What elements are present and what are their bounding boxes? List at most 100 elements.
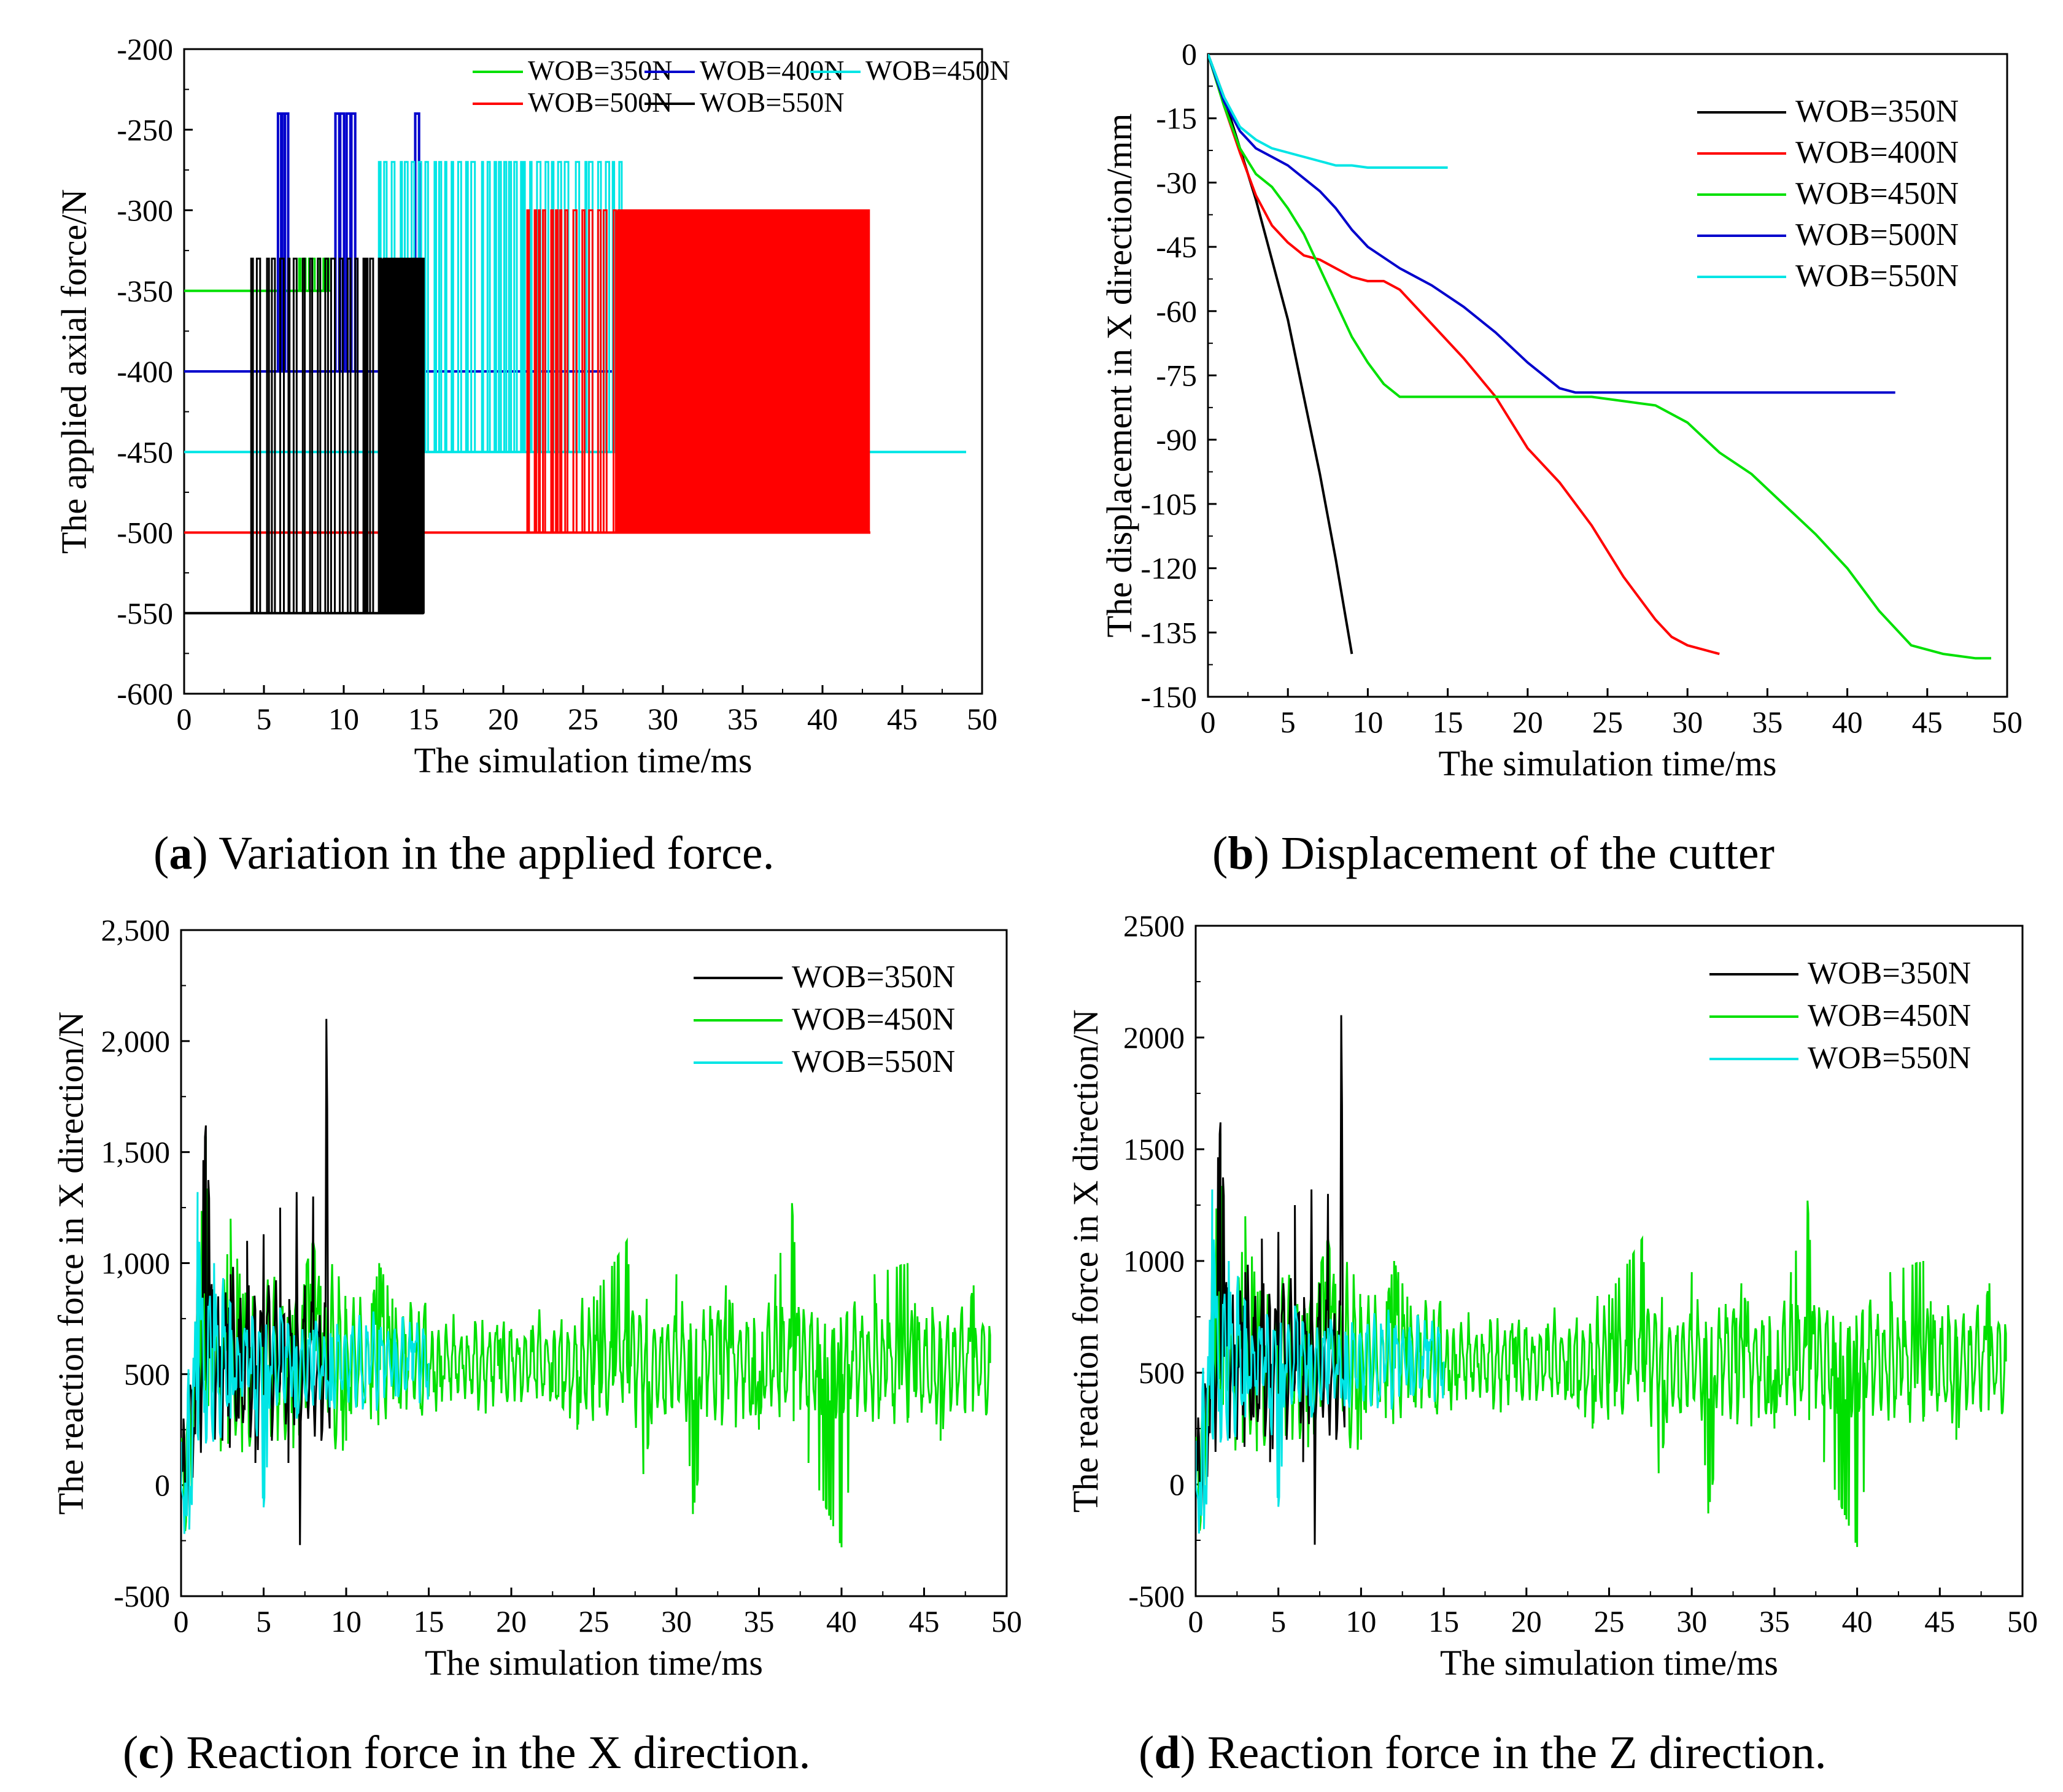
legend-label: WOB=350N <box>1795 94 1959 129</box>
x-tick-label: 20 <box>1511 1604 1542 1639</box>
y-tick-label: -500 <box>1128 1579 1185 1613</box>
y-tick-label: -30 <box>1156 165 1197 200</box>
y-tick-label: -200 <box>117 32 173 66</box>
plot-area <box>1196 1015 2007 1547</box>
x-tick-label: 5 <box>257 702 272 736</box>
legend-label: WOB=450N <box>1808 998 1971 1033</box>
y-tick-label: 1500 <box>1123 1132 1185 1166</box>
panel-caption: (c) Reaction force in the X direction. <box>123 1727 811 1778</box>
x-tick-label: 50 <box>1992 705 2022 739</box>
y-tick-label: 500 <box>1139 1356 1185 1390</box>
x-tick-label: 45 <box>1924 1604 1955 1639</box>
legend-label: WOB=550N <box>1795 258 1959 293</box>
y-tick-label: -45 <box>1156 230 1197 264</box>
x-tick-label: 25 <box>1592 705 1623 739</box>
caption-letter: a <box>169 828 192 879</box>
legend-label: WOB=450N <box>865 55 1010 86</box>
legend-label: WOB=550N <box>1808 1041 1971 1076</box>
x-axis-label: The simulation time/ms <box>425 1643 763 1683</box>
y-tick-label: -135 <box>1140 615 1197 650</box>
x-tick-label: 0 <box>174 1604 189 1639</box>
y-axis-label: The displacement in X direction/mm <box>1099 114 1139 638</box>
legend-label: WOB=450N <box>1795 176 1959 211</box>
x-tick-label: 30 <box>648 702 678 736</box>
x-tick-label: 0 <box>1188 1604 1204 1639</box>
caption-text: ) Variation in the applied force. <box>192 828 774 879</box>
x-tick-label: 50 <box>991 1604 1022 1639</box>
x-tick-label: 15 <box>1433 705 1463 739</box>
y-tick-label: 0 <box>1169 1467 1185 1502</box>
legend: WOB=350N WOB=400N WOB=450N WOB=500N WOB=550N <box>1697 94 1959 293</box>
x-tick-label: 0 <box>1201 705 1216 739</box>
series-wob-500n <box>184 209 870 534</box>
caption-letter: b <box>1228 828 1253 879</box>
x-axis-label: The simulation time/ms <box>1439 743 1777 783</box>
y-tick-label: -150 <box>1140 680 1197 714</box>
legend: WOB=350N WOB=450N WOB=550N <box>694 960 955 1079</box>
x-tick-label: 10 <box>331 1604 362 1639</box>
caption-letter: d <box>1154 1727 1180 1778</box>
series-dense-band <box>615 210 869 533</box>
y-tick-label: -120 <box>1140 551 1197 586</box>
x-tick-label: 30 <box>661 1604 692 1639</box>
caption-text: ) Displacement of the cutter <box>1254 828 1775 879</box>
legend-label: WOB=400N <box>1795 135 1959 170</box>
series-wob-350n <box>181 1018 331 1545</box>
legend-label: WOB=350N <box>792 960 955 995</box>
x-tick-label: 35 <box>727 702 758 736</box>
x-tick-label: 20 <box>488 702 519 736</box>
x-tick-label: 35 <box>744 1604 775 1639</box>
series-spike <box>283 112 290 371</box>
y-tick-label: -300 <box>117 193 173 228</box>
y-tick-label: -60 <box>1156 294 1197 328</box>
y-tick-label: -500 <box>117 516 173 550</box>
series-wob-550n <box>1208 54 1448 169</box>
x-tick-label: 25 <box>568 702 598 736</box>
x-tick-label: 10 <box>1345 1604 1376 1639</box>
legend-label: WOB=350N <box>528 55 672 86</box>
y-tick-label: 2500 <box>1123 909 1185 943</box>
y-axis-label: The applied axial force/N <box>54 189 94 554</box>
caption-paren: ( <box>123 1727 138 1778</box>
y-tick-label: 0 <box>1182 37 1197 71</box>
x-tick-label: 5 <box>1271 1604 1286 1639</box>
series-wob-500n <box>1208 54 1895 394</box>
legend-label: WOB=500N <box>528 87 672 118</box>
caption-text: ) Reaction force in the X direction. <box>159 1727 810 1778</box>
x-tick-label: 40 <box>1832 705 1863 739</box>
series-wob-350n <box>1208 54 1353 654</box>
x-tick-label: 10 <box>328 702 359 736</box>
panel-d-reaction-z: 0 5 10 15 20 25 30 35 40 45 50-5000500100015002000… <box>1066 909 2038 1778</box>
legend-label: WOB=350N <box>1808 956 1971 991</box>
y-tick-label: -450 <box>117 435 173 469</box>
legend: WOB=350N WOB=400N WOB=450N WOB=500N WOB=550N <box>473 55 1010 118</box>
x-axis-label: The simulation time/ms <box>1440 1643 1778 1683</box>
y-tick-label: -75 <box>1156 359 1197 393</box>
series-wob-450n <box>1196 1133 2007 1547</box>
series-spike <box>350 112 357 371</box>
x-tick-label: 15 <box>414 1604 444 1639</box>
plot-area <box>1208 54 1991 660</box>
x-tick-label: 40 <box>826 1604 857 1639</box>
x-tick-label: 35 <box>1759 1604 1790 1639</box>
x-tick-label: 30 <box>1676 1604 1707 1639</box>
x-tick-label: 50 <box>2007 1604 2038 1639</box>
series-wob-550n <box>184 257 425 615</box>
plot-area <box>184 112 966 615</box>
series-wob-550n <box>181 1192 430 1534</box>
x-tick-label: 30 <box>1672 705 1703 739</box>
x-axis-label: The simulation time/ms <box>414 740 753 780</box>
series-wob-350n <box>1196 1015 1345 1545</box>
y-axis-label: The reaction force in X direction/N <box>51 1012 91 1515</box>
x-tick-label: 45 <box>887 702 918 736</box>
plot-area <box>181 1018 991 1548</box>
panel-caption: (a) Variation in the applied force. <box>153 828 775 879</box>
caption-letter: c <box>138 1727 159 1778</box>
caption-text: ) Reaction force in the Z direction. <box>1180 1727 1827 1778</box>
y-tick-label: -250 <box>117 112 173 147</box>
x-tick-label: 10 <box>1352 705 1383 739</box>
x-tick-label: 45 <box>1912 705 1943 739</box>
y-tick-label: -105 <box>1140 487 1197 521</box>
caption-paren: ( <box>153 828 169 879</box>
